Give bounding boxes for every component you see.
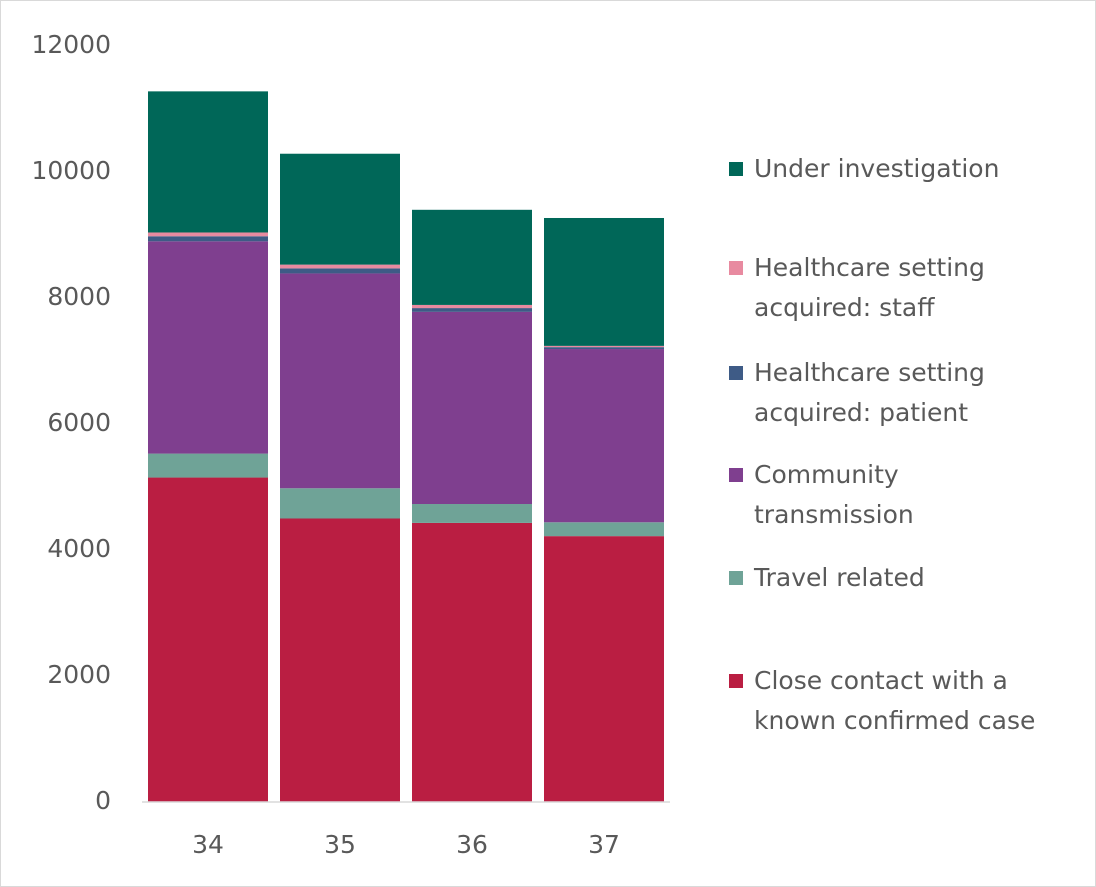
y-tick-label: 0 — [95, 786, 111, 815]
bar-segment — [280, 268, 400, 274]
bar-segment — [280, 153, 400, 265]
x-tick-label: 37 — [588, 830, 620, 859]
bar-segment — [544, 345, 664, 348]
legend-label: Under investigation — [754, 154, 1000, 183]
bar-segment — [544, 217, 664, 346]
bar-segment — [544, 536, 664, 802]
legend-item: Healthcare setting acquired: patient — [729, 353, 1064, 433]
y-tick-label: 10000 — [31, 156, 111, 185]
y-tick-label: 12000 — [31, 30, 111, 59]
legend-item: Close contact with a known confirmed cas… — [729, 661, 1064, 741]
bar-segment — [412, 209, 532, 305]
legend-swatch — [729, 162, 743, 176]
bar-segment — [412, 504, 532, 523]
bar-segment — [544, 522, 664, 537]
legend-swatch — [729, 674, 743, 688]
bar-segment — [148, 232, 268, 237]
legend-item: Under investigation — [729, 149, 1064, 189]
legend-swatch — [729, 468, 743, 482]
bar-segment — [412, 522, 532, 802]
legend-swatch — [729, 261, 743, 275]
bar-segment — [148, 91, 268, 233]
legend-item: Community transmission — [729, 455, 1064, 535]
bar-segment — [280, 264, 400, 269]
bar-segment — [148, 477, 268, 802]
legend-item: Healthcare setting acquired: staff — [729, 248, 1064, 328]
y-tick-label: 8000 — [47, 282, 111, 311]
bar-segment — [280, 488, 400, 519]
x-tick-label: 35 — [324, 830, 356, 859]
bar-segment — [544, 347, 664, 350]
legend-label: Healthcare setting acquired: patient — [754, 358, 985, 427]
bar-segment — [148, 236, 268, 242]
bar-segment — [148, 241, 268, 454]
bar-segment — [544, 349, 664, 523]
legend-label: Close contact with a known confirmed cas… — [754, 666, 1036, 735]
bar-segment — [412, 311, 532, 505]
legend-label: Community transmission — [754, 460, 914, 529]
x-tick-label: 36 — [456, 830, 488, 859]
bar-segment — [148, 453, 268, 478]
legend-item: Travel related — [729, 558, 1064, 598]
y-tick-label: 4000 — [47, 534, 111, 563]
legend-label: Healthcare setting acquired: staff — [754, 253, 985, 322]
legend-label: Travel related — [754, 563, 925, 592]
legend-swatch — [729, 366, 743, 380]
legend-swatch — [729, 571, 743, 585]
bar-segment — [280, 273, 400, 489]
y-tick-label: 2000 — [47, 660, 111, 689]
bar-segment — [412, 308, 532, 312]
bar-segment — [280, 518, 400, 802]
x-tick-label: 34 — [192, 830, 224, 859]
bar-segment — [412, 304, 532, 309]
y-tick-label: 6000 — [47, 408, 111, 437]
